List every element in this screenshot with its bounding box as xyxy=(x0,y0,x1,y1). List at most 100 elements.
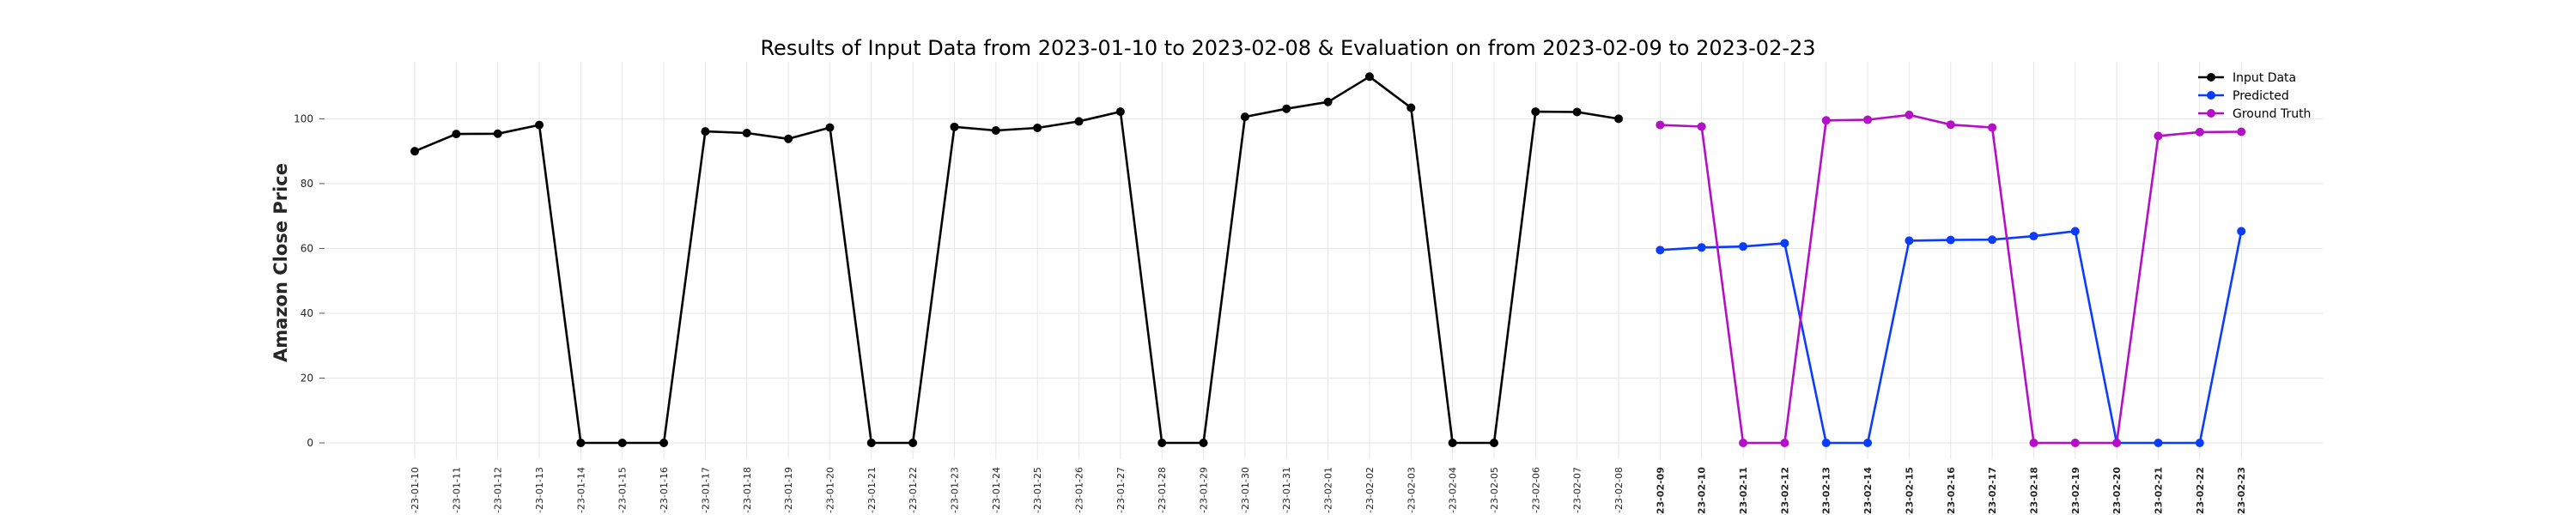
x-tick-label: -23-02-22 xyxy=(2195,467,2206,515)
x-tick-label: -23-02-13 xyxy=(1821,467,1832,515)
data-point-predicted xyxy=(1739,242,1748,251)
x-tick-label: -23-01-10 xyxy=(410,467,421,513)
data-point-input-data xyxy=(701,127,710,136)
data-point-predicted xyxy=(1863,439,1873,447)
x-tick-label: -23-01-25 xyxy=(1032,467,1043,513)
data-point-input-data xyxy=(1240,112,1249,122)
data-point-ground-truth xyxy=(1905,110,1914,119)
data-point-input-data xyxy=(1531,107,1540,117)
x-tick-label: -23-02-20 xyxy=(2111,467,2123,515)
legend-label: Input Data xyxy=(2233,71,2296,85)
legend: Input Data Predicted Ground Truth xyxy=(2198,71,2311,121)
x-tick-label: -23-02-17 xyxy=(1987,467,1998,515)
x-tick-label: -23-02-11 xyxy=(1738,467,1749,515)
data-point-input-data xyxy=(784,134,793,143)
data-point-input-data xyxy=(1199,439,1208,447)
x-tick-label: -23-02-08 xyxy=(1613,467,1625,513)
x-tick-label: -23-02-04 xyxy=(1448,467,1459,513)
data-point-ground-truth xyxy=(1697,122,1706,131)
x-tick-label: -23-01-23 xyxy=(949,467,960,513)
data-point-ground-truth xyxy=(1780,439,1789,447)
x-tick-label: -23-02-15 xyxy=(1904,467,1915,515)
data-point-predicted xyxy=(1988,235,1997,245)
x-tick-label: -23-01-29 xyxy=(1199,467,1210,513)
y-tick-label: 0 xyxy=(307,437,313,449)
series-predicted xyxy=(1656,227,2246,447)
y-tick-label: 100 xyxy=(294,112,313,124)
data-point-input-data xyxy=(908,439,918,447)
data-point-input-data xyxy=(493,129,502,138)
x-tick-label: -23-01-11 xyxy=(451,467,462,513)
x-tick-label: -23-01-19 xyxy=(783,467,794,513)
data-point-input-data xyxy=(1157,439,1167,447)
x-tick-label: -23-01-15 xyxy=(617,467,629,513)
data-point-ground-truth xyxy=(1656,120,1665,130)
x-tick-label: -23-02-06 xyxy=(1530,467,1541,513)
series-input-data xyxy=(410,72,1624,447)
x-tick-label: -23-01-18 xyxy=(742,467,753,513)
x-tick-label: -23-02-07 xyxy=(1572,467,1583,513)
x-tick-label: -23-02-09 xyxy=(1655,467,1666,515)
data-point-predicted xyxy=(2070,227,2080,236)
data-point-ground-truth xyxy=(2195,127,2204,136)
x-tick-label: -23-01-26 xyxy=(1074,467,1085,513)
data-point-input-data xyxy=(410,147,419,156)
data-point-input-data xyxy=(1364,72,1374,82)
data-point-input-data xyxy=(866,439,876,447)
legend-swatch-marker xyxy=(2207,109,2215,118)
data-point-input-data xyxy=(452,130,461,139)
data-point-input-data xyxy=(1614,114,1624,124)
data-point-input-data xyxy=(576,439,586,447)
data-point-predicted xyxy=(1905,236,1914,245)
data-point-input-data xyxy=(991,125,1000,135)
y-tick-label: 40 xyxy=(301,307,313,319)
chart-title: Results of Input Data from 2023-01-10 to… xyxy=(760,36,1815,60)
x-tick-label: -23-01-30 xyxy=(1240,467,1251,513)
data-point-input-data xyxy=(1489,439,1498,447)
data-point-ground-truth xyxy=(2029,439,2038,447)
data-point-input-data xyxy=(1033,123,1042,132)
data-point-input-data xyxy=(1282,104,1291,113)
data-point-input-data xyxy=(535,120,544,130)
x-tick-label: -23-01-31 xyxy=(1281,467,1292,513)
x-tick-label: -23-01-12 xyxy=(493,467,504,513)
data-point-predicted xyxy=(1780,239,1789,248)
legend-swatch-marker xyxy=(2207,91,2215,100)
data-point-ground-truth xyxy=(1863,115,1873,124)
y-tick-label: 80 xyxy=(301,178,313,190)
legend-swatch-marker xyxy=(2207,73,2215,82)
data-point-ground-truth xyxy=(1739,439,1748,447)
x-tick-label: -23-02-18 xyxy=(2028,467,2039,515)
legend-item-predicted: Predicted xyxy=(2198,89,2289,103)
data-point-input-data xyxy=(1572,107,1582,117)
legend-label: Predicted xyxy=(2233,89,2289,103)
data-point-ground-truth xyxy=(2237,127,2246,136)
data-point-predicted xyxy=(2029,232,2038,241)
data-point-predicted xyxy=(1697,243,1706,252)
x-tick-label: -23-01-22 xyxy=(908,467,919,513)
data-point-input-data xyxy=(1406,103,1416,112)
y-tick-label: 20 xyxy=(301,372,313,384)
data-point-predicted xyxy=(2237,227,2246,236)
x-tick-label: -23-02-03 xyxy=(1406,467,1417,513)
data-point-ground-truth xyxy=(1946,120,1955,130)
legend-item-input-data: Input Data xyxy=(2198,71,2296,85)
series-ground-truth xyxy=(1656,110,2246,447)
data-point-input-data xyxy=(825,123,835,132)
x-tick-label: -23-01-13 xyxy=(534,467,545,513)
x-tick-label: -23-01-17 xyxy=(700,467,711,513)
x-tick-label: -23-02-12 xyxy=(1779,467,1790,515)
y-axis-ticks: 0 20 40 60 80 100 xyxy=(294,112,325,449)
x-tick-label: -23-01-28 xyxy=(1157,467,1168,513)
y-tick-label: 60 xyxy=(301,242,313,254)
data-point-input-data xyxy=(950,122,959,131)
data-point-input-data xyxy=(1448,439,1457,447)
x-tick-label: -23-02-10 xyxy=(1697,467,1708,515)
y-axis-label: Amazon Close Price xyxy=(270,163,291,362)
x-tick-label: -23-01-20 xyxy=(824,467,835,513)
x-tick-label: -23-02-19 xyxy=(2070,467,2081,515)
data-point-ground-truth xyxy=(1821,116,1831,125)
data-point-ground-truth xyxy=(2154,131,2163,141)
x-tick-label: -23-01-21 xyxy=(866,467,878,513)
